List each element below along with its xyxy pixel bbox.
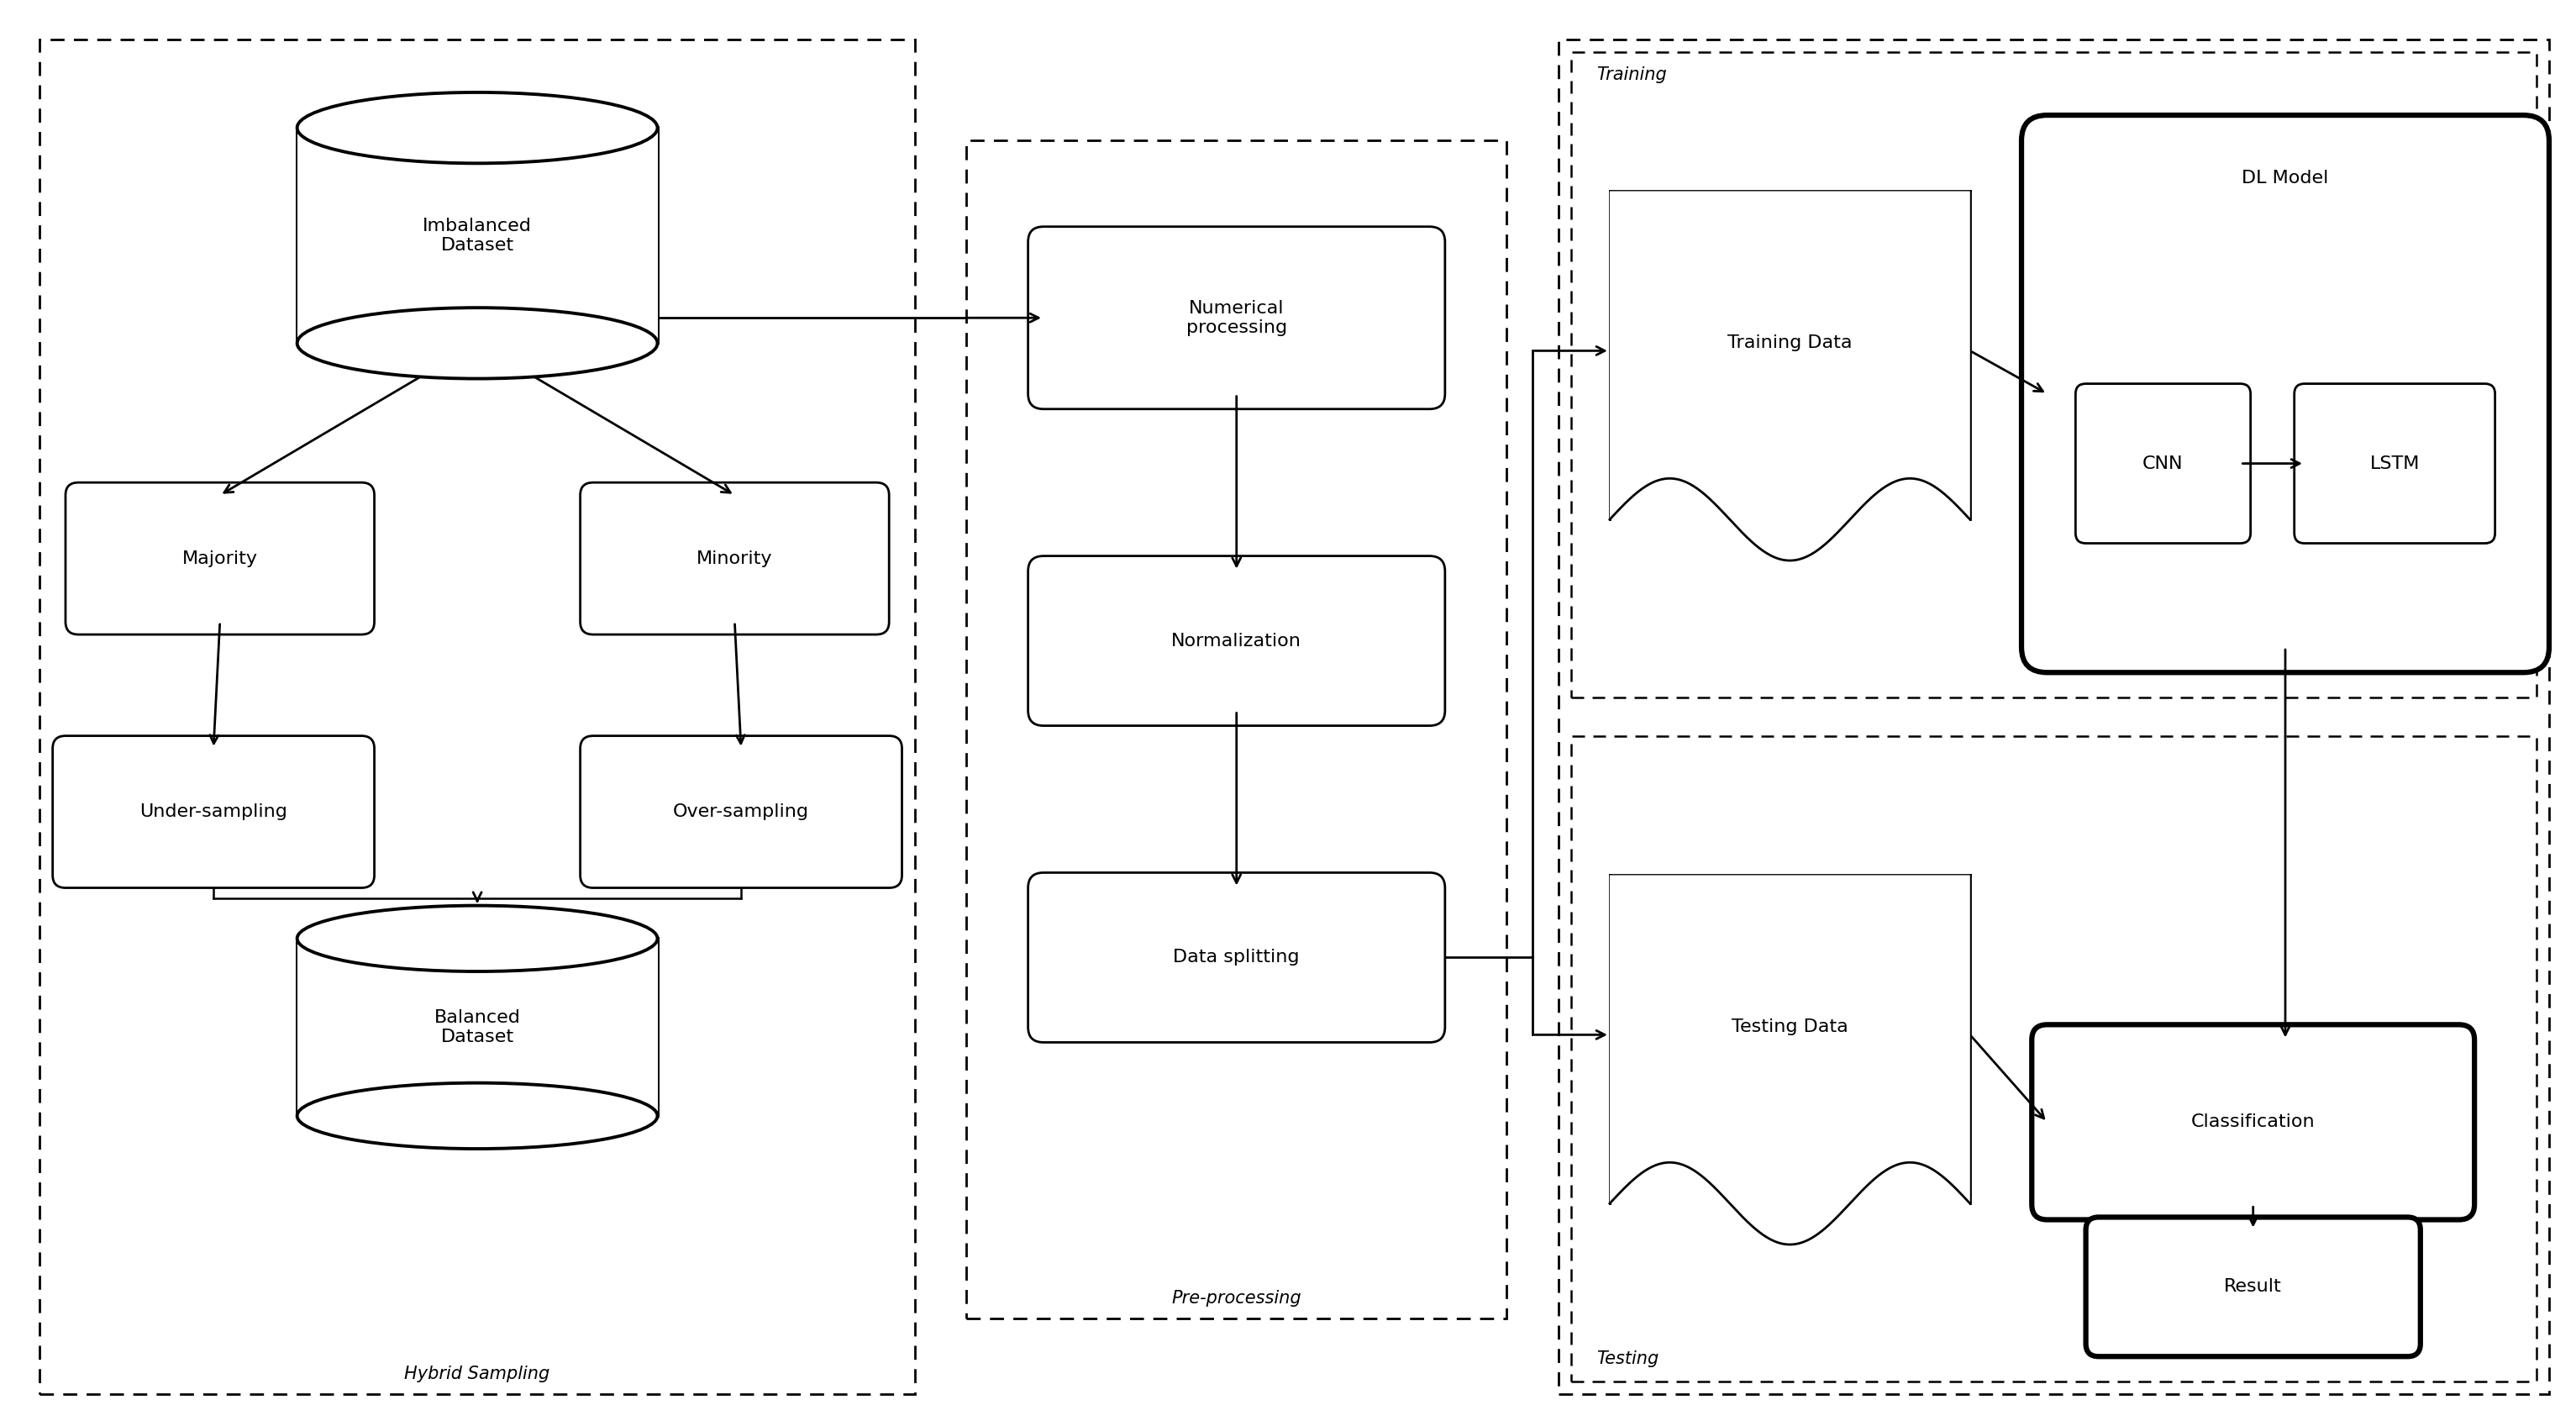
Text: Training: Training (1597, 67, 1667, 82)
Text: Hybrid Sampling: Hybrid Sampling (404, 1366, 551, 1383)
Text: Pre-processing: Pre-processing (1172, 1290, 1301, 1307)
Ellipse shape (296, 1083, 657, 1148)
FancyBboxPatch shape (1028, 226, 1445, 409)
Bar (296, 128, 657, 342)
Polygon shape (1610, 192, 1971, 560)
Text: Imbalanced
Dataset: Imbalanced Dataset (422, 217, 531, 254)
FancyBboxPatch shape (52, 736, 374, 888)
Text: LSTM: LSTM (2370, 455, 2419, 472)
Bar (296, 938, 657, 1115)
Text: Testing: Testing (1597, 1350, 1659, 1367)
FancyBboxPatch shape (2022, 115, 2550, 672)
Bar (39, 40, 914, 1394)
Text: Result: Result (2223, 1279, 2282, 1295)
FancyBboxPatch shape (1028, 872, 1445, 1043)
Polygon shape (1610, 875, 1971, 1245)
Ellipse shape (296, 92, 657, 163)
Ellipse shape (296, 905, 657, 972)
FancyBboxPatch shape (2032, 1025, 2476, 1219)
Ellipse shape (296, 308, 657, 378)
Text: Training Data: Training Data (1728, 334, 1852, 351)
FancyBboxPatch shape (580, 736, 902, 888)
Bar (1558, 40, 2550, 1394)
Text: Balanced
Dataset: Balanced Dataset (435, 1009, 520, 1046)
Text: CNN: CNN (2143, 455, 2184, 472)
Text: Data splitting: Data splitting (1172, 949, 1301, 966)
Text: Majority: Majority (183, 550, 258, 567)
Text: Under-sampling: Under-sampling (139, 803, 289, 820)
Text: Numerical
processing: Numerical processing (1185, 300, 1288, 335)
Text: Testing Data: Testing Data (1731, 1019, 1847, 1036)
FancyBboxPatch shape (2295, 384, 2496, 543)
Text: DL Model: DL Model (2241, 171, 2329, 188)
Text: Over-sampling: Over-sampling (672, 803, 809, 820)
FancyBboxPatch shape (64, 483, 374, 635)
Text: Minority: Minority (696, 550, 773, 567)
FancyBboxPatch shape (2087, 1218, 2421, 1357)
FancyBboxPatch shape (2076, 384, 2251, 543)
Text: Normalization: Normalization (1172, 632, 1301, 649)
Bar (966, 141, 1507, 1319)
Text: Classification: Classification (2192, 1114, 2316, 1131)
FancyBboxPatch shape (1028, 556, 1445, 726)
Bar (1571, 736, 2537, 1381)
Bar (1571, 51, 2537, 698)
FancyBboxPatch shape (580, 483, 889, 635)
